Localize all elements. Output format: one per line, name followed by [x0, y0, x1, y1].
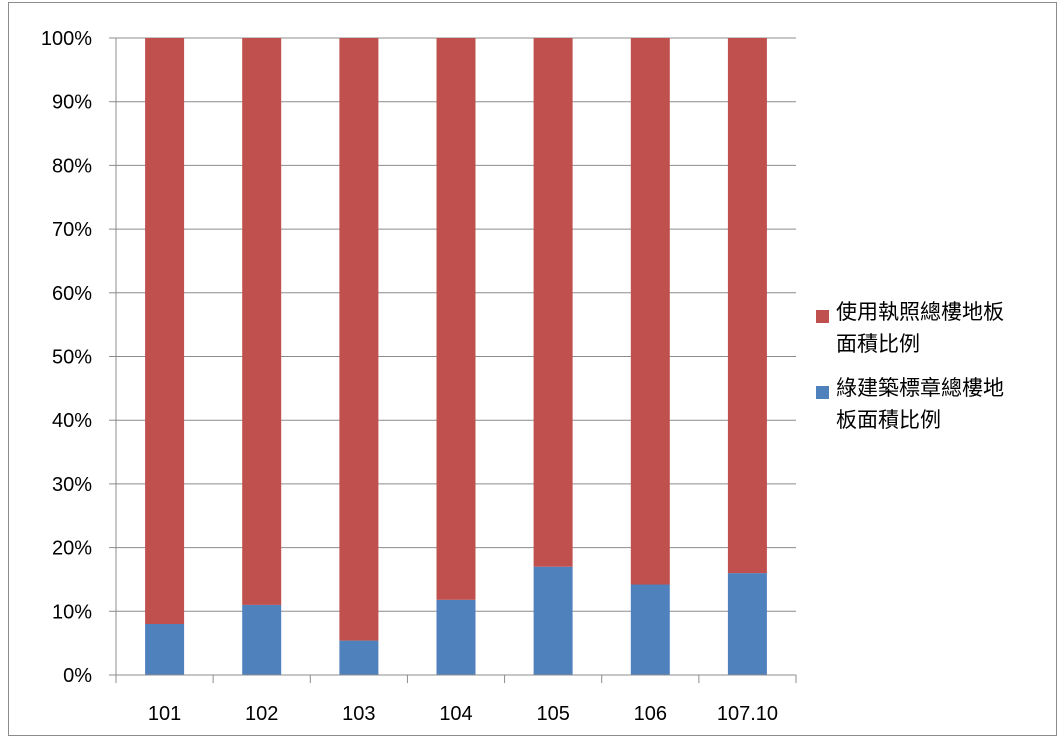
y-tick-label: 30% [52, 474, 92, 496]
x-tick-label: 104 [439, 703, 472, 725]
legend-label-line1: 使用執照總樓地板 [836, 300, 1004, 324]
y-tick-label: 90% [52, 92, 92, 114]
bar-segment-green-building [145, 624, 185, 675]
bars [145, 38, 767, 675]
bar-segment-usage-permit [436, 38, 476, 600]
bar-segment-usage-permit [630, 38, 670, 585]
x-tick-label: 105 [536, 703, 569, 725]
legend-swatch-usage-permit [816, 310, 829, 323]
y-tick-label: 70% [52, 219, 92, 241]
x-tick-label: 102 [245, 703, 278, 725]
legend-label-line2: 面積比例 [836, 332, 920, 356]
bar-segment-green-building [630, 584, 670, 675]
legend-item-green-building: 綠建築標章總樓地 板面積比例 [812, 372, 1057, 436]
y-tick-label: 10% [52, 601, 92, 623]
y-tick-label: 80% [52, 155, 92, 177]
y-tick-label: 100% [41, 28, 92, 50]
legend: 使用執照總樓地板 面積比例 綠建築標章總樓地 板面積比例 [812, 296, 1057, 448]
bar-segment-green-building [242, 604, 282, 675]
x-tick-label: 107.10 [717, 703, 778, 725]
bar-segment-green-building [436, 599, 476, 675]
bar-segment-green-building [727, 573, 767, 675]
bar-segment-usage-permit [727, 38, 767, 574]
legend-item-usage-permit: 使用執照總樓地板 面積比例 [812, 296, 1057, 360]
bar-segment-green-building [533, 566, 573, 675]
y-tick-label: 0% [63, 665, 92, 687]
y-tick-label: 20% [52, 538, 92, 560]
x-tick-label: 103 [342, 703, 375, 725]
legend-label-line1: 綠建築標章總樓地 [836, 376, 1004, 400]
y-tick-labels: 0% 10% 20% 30% 40% 50% 60% 70% 80% 90% 100% [41, 28, 92, 687]
x-tick-label: 101 [148, 703, 181, 725]
y-tick-label: 40% [52, 410, 92, 432]
y-tick-label: 60% [52, 283, 92, 305]
x-tick-labels: 101 102 103 104 105 106 107.10 [148, 703, 778, 725]
legend-swatch-green-building [816, 386, 829, 399]
bar-segment-usage-permit [242, 38, 282, 605]
bar-segment-green-building [339, 640, 379, 675]
bar-segment-usage-permit [145, 38, 185, 624]
bar-segment-usage-permit [339, 38, 379, 641]
legend-label-line2: 板面積比例 [836, 408, 941, 432]
y-tick-label: 50% [52, 347, 92, 369]
bar-segment-usage-permit [533, 38, 573, 567]
axes [109, 37, 797, 683]
x-tick-label: 106 [634, 703, 667, 725]
